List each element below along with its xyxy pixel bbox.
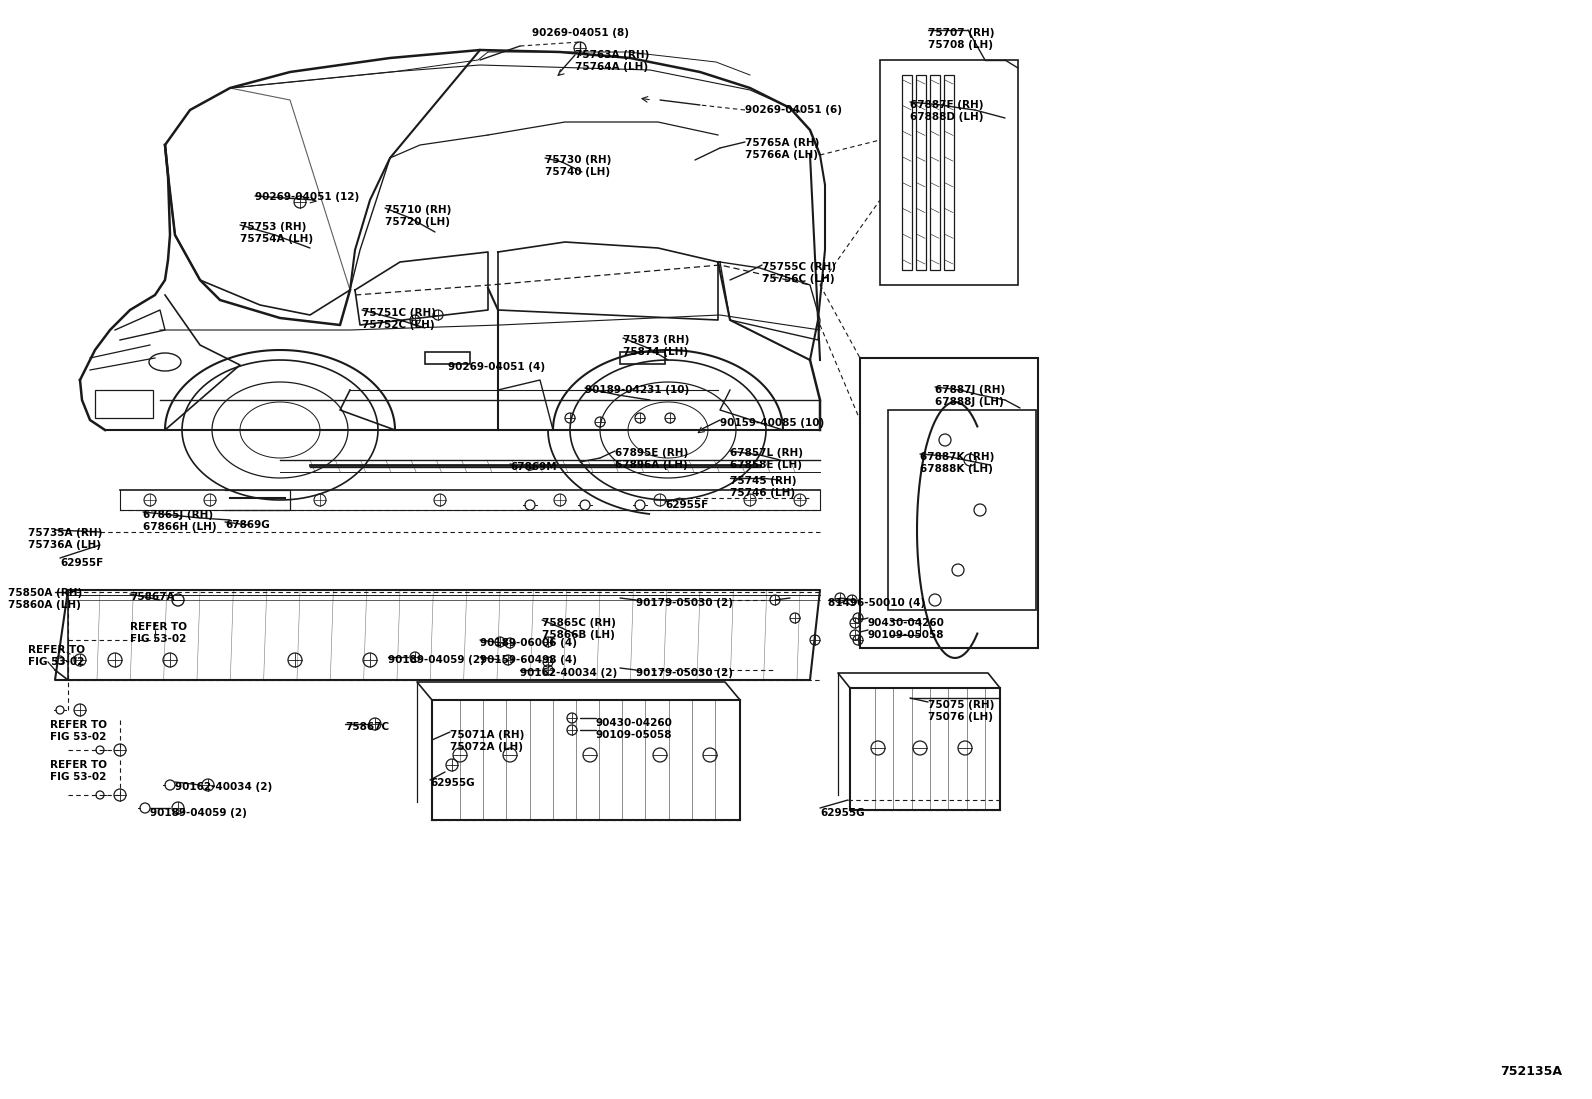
Text: 75736A (LH): 75736A (LH) [29,540,100,550]
Text: 75735A (RH): 75735A (RH) [29,528,102,539]
Text: 67887K (RH): 67887K (RH) [920,452,995,462]
Bar [860,358,1038,648]
Bar [915,75,927,270]
Text: 90179-05030 (2): 90179-05030 (2) [635,668,732,678]
Text: 90159-60498 (4): 90159-60498 (4) [481,655,576,665]
Text: 90430-04260: 90430-04260 [595,718,673,728]
Text: 90269-04051 (12): 90269-04051 (12) [255,192,360,202]
Text: FIG 53-02: FIG 53-02 [49,732,107,742]
Text: FIG 53-02: FIG 53-02 [29,657,84,667]
Text: 75755C (RH): 75755C (RH) [763,262,836,271]
Text: 75707 (RH): 75707 (RH) [928,27,995,38]
Text: FIG 53-02: FIG 53-02 [131,634,186,644]
Text: 90189-04231 (10): 90189-04231 (10) [584,385,689,395]
Text: 90189-04059 (2): 90189-04059 (2) [150,808,247,818]
Text: 75708 (LH): 75708 (LH) [928,40,993,49]
Text: 75710 (RH): 75710 (RH) [385,206,452,215]
Text: 75751C (RH): 75751C (RH) [361,308,436,318]
Text: 75076 (LH): 75076 (LH) [928,712,993,722]
Text: 75720 (LH): 75720 (LH) [385,217,451,227]
Text: FIG 53-02: FIG 53-02 [49,771,107,782]
Text: 90269-04051 (8): 90269-04051 (8) [532,27,629,38]
Text: 75865C (RH): 75865C (RH) [541,618,616,628]
Text: 75740 (LH): 75740 (LH) [544,167,610,177]
Text: 75754A (LH): 75754A (LH) [240,234,314,244]
Bar [619,352,665,364]
Text: 67869M: 67869M [509,462,557,471]
Text: 90189-06006 (4): 90189-06006 (4) [481,639,576,648]
Text: 75730 (RH): 75730 (RH) [544,155,611,165]
Text: 90159-40085 (10): 90159-40085 (10) [720,418,825,428]
Text: 90179-05030 (2): 90179-05030 (2) [635,598,732,608]
Text: 62955G: 62955G [820,808,864,818]
Text: 67888D (LH): 67888D (LH) [911,112,984,122]
Text: 67887F (RH): 67887F (RH) [911,100,984,110]
Text: 75850A (RH): 75850A (RH) [8,588,83,598]
Text: 90269-04051 (6): 90269-04051 (6) [745,106,842,115]
Bar [944,75,954,270]
Text: 75867A: 75867A [131,592,175,602]
Text: 75874 (LH): 75874 (LH) [622,347,688,357]
Text: 75756C (LH): 75756C (LH) [763,274,834,284]
Bar [425,352,470,364]
Text: 90430-04260: 90430-04260 [868,618,946,628]
Text: 67888J (LH): 67888J (LH) [935,397,1003,407]
Text: 90189-04059 (2): 90189-04059 (2) [388,655,486,665]
Text: 90109-05058: 90109-05058 [868,630,944,640]
Text: 75752C (LH): 75752C (LH) [361,320,435,330]
Text: 90109-05058: 90109-05058 [595,730,672,740]
Bar [888,410,1036,610]
Bar [880,60,1017,285]
Text: 67887J (RH): 67887J (RH) [935,385,1005,395]
Text: 75763A (RH): 75763A (RH) [575,49,650,60]
Text: REFER TO: REFER TO [49,720,107,730]
Text: 75753 (RH): 75753 (RH) [240,222,306,232]
Text: 75746 (LH): 75746 (LH) [731,488,794,498]
Text: 81496-50010 (4): 81496-50010 (4) [828,598,925,608]
Text: 90162-40034 (2): 90162-40034 (2) [175,782,272,792]
Text: 75071A (RH): 75071A (RH) [451,730,524,740]
Text: 67865J (RH): 67865J (RH) [143,510,213,520]
Text: 75766A (LH): 75766A (LH) [745,149,818,160]
Text: 75860A (LH): 75860A (LH) [8,600,81,610]
Text: 75765A (RH): 75765A (RH) [745,138,820,148]
Text: REFER TO: REFER TO [49,761,107,770]
Text: REFER TO: REFER TO [131,622,186,632]
Text: 67858E (LH): 67858E (LH) [731,460,802,470]
Text: 62955F: 62955F [665,500,708,510]
Text: 75873 (RH): 75873 (RH) [622,335,689,345]
Text: 75745 (RH): 75745 (RH) [731,476,796,486]
Bar [903,75,912,270]
Text: REFER TO: REFER TO [29,645,84,655]
Bar [96,390,153,418]
Text: 67866H (LH): 67866H (LH) [143,522,217,532]
Bar [930,75,939,270]
Text: 752135A: 752135A [1500,1065,1562,1078]
Text: 90162-40034 (2): 90162-40034 (2) [521,668,618,678]
Text: 75075 (RH): 75075 (RH) [928,700,995,710]
Text: 67896A (LH): 67896A (LH) [615,460,688,470]
Text: 62955G: 62955G [430,778,474,788]
Text: 67895E (RH): 67895E (RH) [615,448,688,458]
Text: 75072A (LH): 75072A (LH) [451,742,524,752]
Text: 75866B (LH): 75866B (LH) [541,630,615,640]
Text: 62955F: 62955F [60,558,103,568]
Text: 67869G: 67869G [224,520,269,530]
Text: 67888K (LH): 67888K (LH) [920,464,993,474]
Text: 75764A (LH): 75764A (LH) [575,62,648,73]
Text: 75867C: 75867C [345,722,388,732]
Text: 67857L (RH): 67857L (RH) [731,448,802,458]
Text: 90269-04051 (4): 90269-04051 (4) [447,362,544,371]
